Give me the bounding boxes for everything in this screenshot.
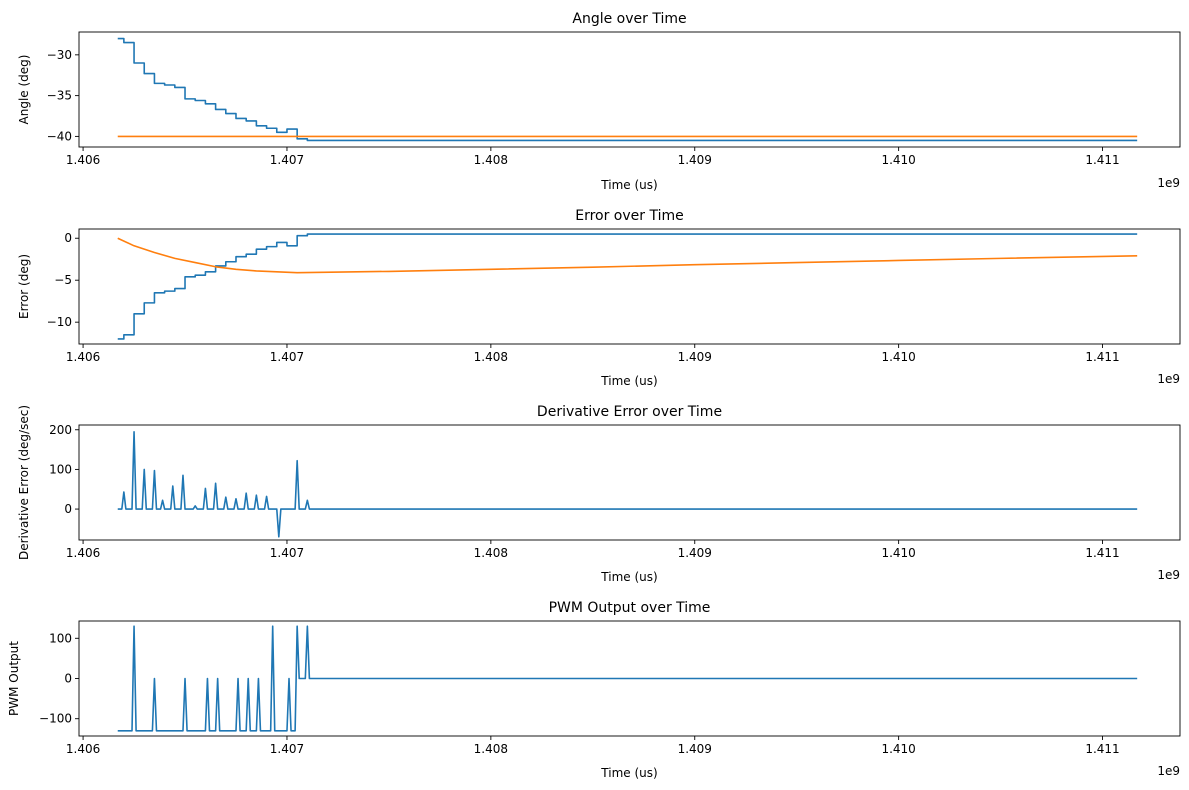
subplot-pwm-output: PWM Output over Time Time (us) 1e9 PWM O… (7, 600, 1181, 780)
x-tick-label: 1.408 (474, 153, 508, 167)
axes-frame (78, 228, 1181, 345)
x-tick-label: 1.409 (678, 350, 712, 364)
series-line-integral (117, 237, 1138, 274)
subplot-derivative-error: Derivative Error over Time Time (us) 1e9… (17, 404, 1181, 584)
x-tick-label: 1.407 (270, 546, 304, 560)
x-tick-label: 1.411 (1085, 350, 1119, 364)
y-tick-label: −10 (47, 315, 72, 329)
x-axis-offset-label: 1e9 (1157, 372, 1180, 386)
x-tick-label: 1.409 (678, 742, 712, 756)
y-tick-label: −40 (47, 129, 72, 143)
y-tick-label: 0 (64, 502, 72, 516)
x-tick-label: 1.411 (1085, 153, 1119, 167)
y-tick-label: 100 (49, 462, 72, 476)
subplot-title: Error over Time (575, 208, 684, 224)
x-tick-label: 1.406 (66, 153, 100, 167)
y-axis-label: Angle (deg) (17, 55, 31, 125)
x-axis-label: Time (us) (600, 374, 657, 388)
x-tick-label: 1.408 (474, 546, 508, 560)
subplot-error: Error over Time Time (us) 1e9 Error (deg… (17, 208, 1181, 388)
axes-frame (78, 31, 1181, 148)
x-tick-label: 1.410 (881, 546, 915, 560)
y-axis-label: PWM Output (7, 641, 21, 716)
x-tick-label: 1.407 (270, 742, 304, 756)
x-axis-offset-label: 1e9 (1157, 568, 1180, 582)
series-line-derivative (117, 430, 1138, 538)
x-axis-label: Time (us) (600, 178, 657, 192)
x-tick-label: 1.408 (474, 742, 508, 756)
x-tick-label: 1.410 (881, 742, 915, 756)
x-tick-label: 1.409 (678, 153, 712, 167)
x-axis-label: Time (us) (600, 766, 657, 780)
y-tick-label: −100 (39, 712, 72, 726)
series-line-error (117, 233, 1138, 340)
subplot-title: PWM Output over Time (549, 600, 711, 616)
subplot-angle: Angle over Time Time (us) 1e9 Angle (deg… (17, 11, 1181, 192)
y-tick-label: 0 (64, 231, 72, 245)
subplot-title: Derivative Error over Time (537, 404, 722, 420)
x-axis-offset-label: 1e9 (1157, 176, 1180, 190)
y-tick-label: 0 (64, 672, 72, 686)
axes-frame (78, 424, 1181, 541)
y-axis-label: Error (deg) (17, 254, 31, 319)
x-tick-label: 1.406 (66, 546, 100, 560)
x-axis-offset-label: 1e9 (1157, 764, 1180, 778)
y-tick-label: 100 (49, 631, 72, 645)
subplot-title: Angle over Time (572, 11, 686, 27)
x-tick-label: 1.406 (66, 350, 100, 364)
y-axis-label: Derivative Error (deg/sec) (17, 405, 31, 560)
x-tick-label: 1.409 (678, 546, 712, 560)
x-tick-label: 1.410 (881, 350, 915, 364)
y-tick-label: −5 (54, 273, 72, 287)
x-tick-label: 1.411 (1085, 546, 1119, 560)
x-tick-label: 1.408 (474, 350, 508, 364)
x-axis-label: Time (us) (600, 570, 657, 584)
x-tick-label: 1.406 (66, 742, 100, 756)
x-tick-label: 1.411 (1085, 742, 1119, 756)
series-line-pwm (117, 625, 1138, 732)
x-tick-label: 1.407 (270, 153, 304, 167)
y-tick-label: −35 (47, 89, 72, 103)
y-tick-label: 200 (49, 423, 72, 437)
x-tick-label: 1.410 (881, 153, 915, 167)
series-line-angle (117, 37, 1138, 142)
x-tick-label: 1.407 (270, 350, 304, 364)
y-tick-label: −30 (47, 48, 72, 62)
